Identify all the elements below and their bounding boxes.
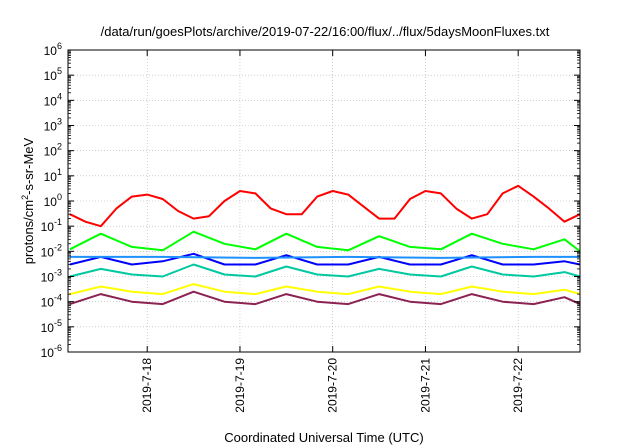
series-line-7 — [69, 290, 581, 306]
y-tick-label: 10-6 — [41, 343, 62, 360]
y-tick-label: 101 — [44, 167, 62, 184]
series-line-1 — [69, 184, 581, 228]
y-tick-label: 104 — [44, 91, 62, 108]
y-tick-label: 105 — [44, 66, 62, 83]
y-tick-label: 10-5 — [41, 318, 62, 335]
chart-title: /data/run/goesPlots/archive/2019-07-22/1… — [101, 24, 550, 39]
y-tick-label: 106 — [44, 41, 62, 58]
grid-lines — [68, 50, 580, 352]
series-line-2 — [69, 230, 581, 253]
series-line-4 — [69, 255, 580, 259]
y-tick-label: 10-1 — [41, 217, 62, 234]
x-tick-label: 2019-7-21 — [418, 358, 432, 413]
series-line-6 — [69, 283, 581, 296]
x-tick-label: 2019-7-18 — [140, 358, 154, 413]
series-line-3 — [69, 252, 581, 266]
y-axis-label: protons/cm2-s-sr-MeV — [20, 137, 36, 264]
series-line-5 — [69, 263, 581, 278]
y-tick-label: 100 — [44, 192, 62, 209]
y-tick-label: 10-4 — [41, 293, 62, 310]
y-tick-label: 102 — [44, 142, 62, 159]
y-tick-label: 10-2 — [41, 242, 62, 259]
x-tick-label: 2019-7-22 — [511, 358, 525, 413]
y-axis: 10-6 10-5 10-4 10-3 10-2 10-1 100 101 102 103 104 1… — [41, 41, 580, 360]
x-axis: 2019-7-18 2019-7-19 2019-7-20 2019-7-21 2019… — [140, 50, 525, 413]
y-tick-label: 10-3 — [41, 268, 62, 285]
y-tick-label: 103 — [44, 117, 62, 134]
x-tick-label: 2019-7-20 — [326, 358, 340, 413]
x-tick-label: 2019-7-19 — [233, 358, 247, 413]
x-axis-label: Coordinated Universal Time (UTC) — [224, 430, 423, 445]
series-group — [69, 184, 581, 306]
